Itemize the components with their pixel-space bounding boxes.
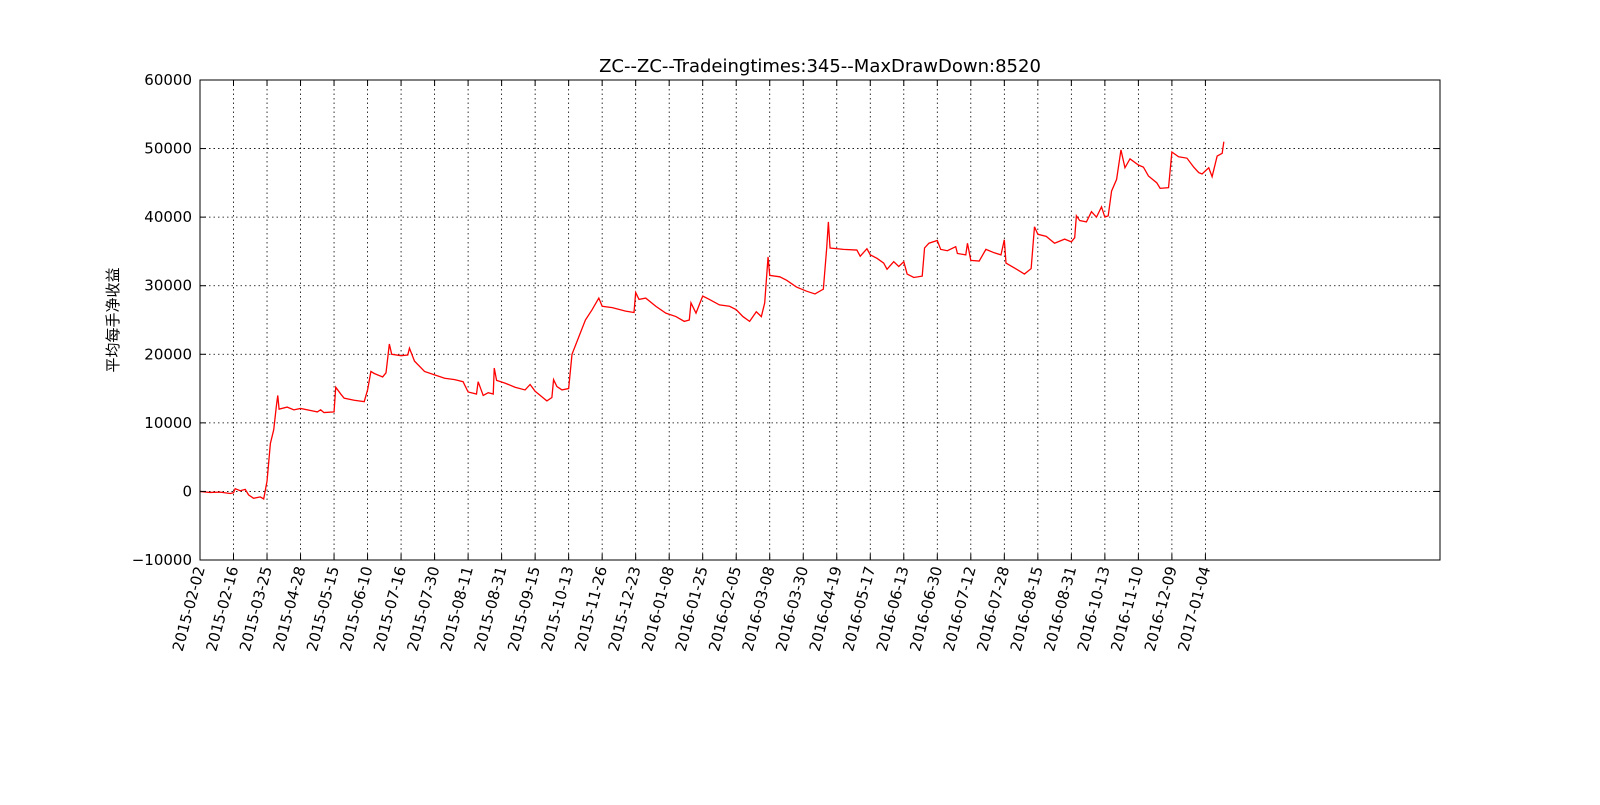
x-tick-label: 2016-01-08 <box>638 564 678 653</box>
grid-lines <box>199 80 1440 560</box>
x-tick-label: 2015-11-26 <box>571 564 611 653</box>
x-tick-label: 2016-03-08 <box>739 564 779 653</box>
x-tick-label: 2015-04-28 <box>269 564 309 653</box>
x-tick-label: 2016-08-31 <box>1040 564 1080 653</box>
x-tick-label: 2017-01-04 <box>1174 564 1214 653</box>
x-tick-label: 2015-08-11 <box>437 564 477 653</box>
x-tick-label: 2016-11-10 <box>1107 564 1147 653</box>
y-tick-label: 50000 <box>144 140 192 158</box>
x-tick-label: 2016-05-17 <box>839 564 879 653</box>
series-layer <box>199 141 1225 501</box>
x-tick-label: 2015-05-15 <box>303 564 343 653</box>
x-tick-label: 2015-08-31 <box>471 564 511 653</box>
x-tick-label: 2016-12-09 <box>1141 564 1181 653</box>
x-tick-label: 2015-07-16 <box>370 564 410 653</box>
y-axis-label: 平均每手净收益 <box>104 267 122 372</box>
chart-title: ZC--ZC--Tradeingtimes:345--MaxDrawDown:8… <box>599 56 1041 77</box>
y-tick-label: 60000 <box>144 71 192 89</box>
x-tick-label: 2015-03-25 <box>236 564 276 653</box>
x-tick-label: 2016-07-12 <box>940 564 980 653</box>
x-tick-label: 2016-01-25 <box>672 564 712 653</box>
x-tick-label: 2016-04-19 <box>806 564 846 653</box>
x-tick-label: 2015-02-02 <box>169 564 209 653</box>
y-tick-label: −10000 <box>132 551 192 569</box>
x-tick-label: 2016-06-30 <box>906 564 946 653</box>
x-tick-label: 2016-03-30 <box>772 564 812 653</box>
x-tick-label: 2016-06-13 <box>873 564 913 653</box>
y-tick-label: 30000 <box>144 277 192 295</box>
plot-area-background <box>200 80 1440 560</box>
x-tick-label: 2015-10-13 <box>538 564 578 653</box>
x-tick-label: 2015-02-16 <box>202 564 242 653</box>
y-tick-label: 40000 <box>144 208 192 226</box>
y-tick-label: 0 <box>182 482 192 500</box>
series-line <box>199 141 1225 501</box>
x-tick-label: 2015-06-10 <box>336 564 376 653</box>
plot-area-frame <box>199 79 1441 561</box>
x-tick-label: 2016-08-15 <box>1007 564 1047 653</box>
x-tick-label: 2016-10-13 <box>1074 564 1114 653</box>
x-tick-label: 2015-09-15 <box>504 564 544 653</box>
x-tick-label: 2016-02-05 <box>705 564 745 653</box>
x-tick-label: 2015-07-30 <box>404 564 444 653</box>
y-tick-label: 20000 <box>144 345 192 363</box>
x-tick-label: 2015-12-23 <box>605 564 645 653</box>
x-tick-label: 2016-07-28 <box>973 564 1013 653</box>
y-tick-label: 10000 <box>144 414 192 432</box>
